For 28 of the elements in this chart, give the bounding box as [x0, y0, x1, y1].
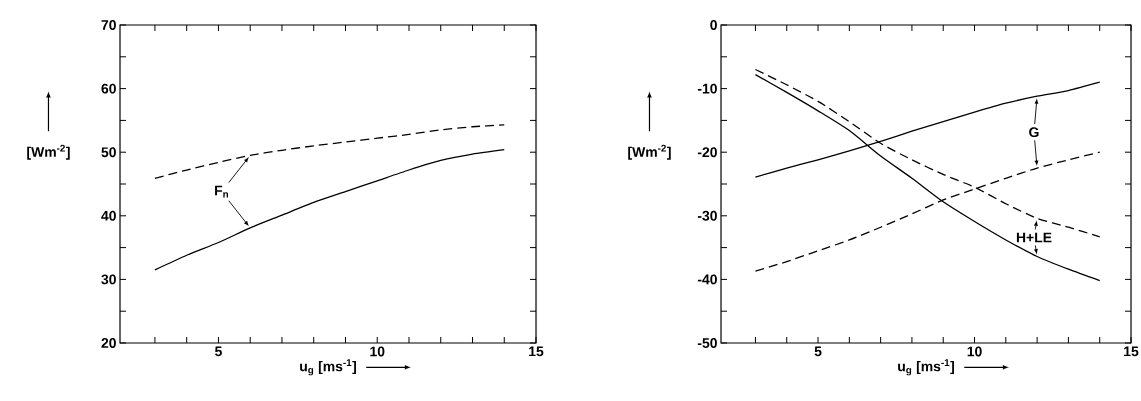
annotation: G: [1029, 127, 1039, 138]
x-tick-label: 5: [814, 346, 822, 357]
y-tick-label: -10: [697, 83, 717, 94]
y-tick-label: 0: [710, 20, 717, 30]
y-tick-label: -50: [697, 338, 717, 348]
y-axis-title: [Wm$^{-2}$]: [27, 144, 70, 160]
y-tick-label: 30: [101, 274, 116, 285]
line-series: [154, 149, 505, 271]
annotation: F$_{n}$: [215, 185, 229, 198]
x-axis-title: u$_{g}$ [ms$^{-1}$]: [898, 359, 954, 376]
y-tick-label: -40: [697, 274, 717, 285]
line-series: [154, 124, 505, 179]
y-axis-title: [Wm$^{-2}$]: [628, 144, 671, 160]
y-tick-label: 50: [101, 147, 116, 158]
y-tick-label: 70: [101, 20, 116, 30]
x-axis-title: u$_{g}$ [ms$^{-1}$]: [300, 359, 356, 376]
x-tick-label: 15: [1124, 346, 1139, 357]
line-series: [754, 73, 1101, 282]
x-tick-label: 10: [370, 346, 385, 357]
x-tick-label: 15: [529, 346, 544, 357]
y-tick-label: -30: [697, 210, 717, 221]
x-tick-label: 10: [967, 346, 982, 357]
x-tick-label: 5: [214, 346, 222, 357]
y-tick-label: -20: [697, 147, 717, 158]
y-tick-label: 40: [101, 210, 116, 221]
y-tick-label: 60: [101, 83, 116, 94]
annotation: H+LE: [1016, 232, 1052, 243]
y-tick-label: 20: [101, 338, 116, 348]
